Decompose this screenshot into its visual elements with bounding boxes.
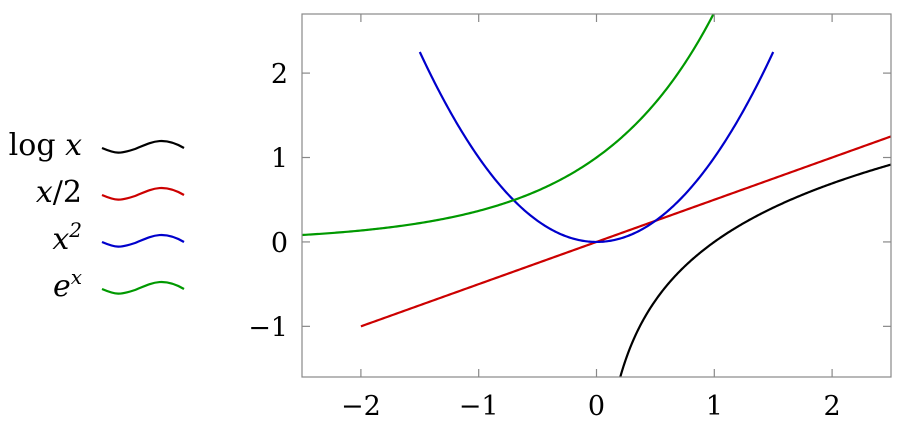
series-line-0 xyxy=(619,163,891,377)
series-line-3 xyxy=(302,14,715,237)
legend-swatch xyxy=(101,186,185,201)
series-line-2 xyxy=(418,51,775,244)
legend-entry: ex xyxy=(53,265,185,304)
x-tick-label: −1 xyxy=(459,391,499,422)
legend-label: log x xyxy=(9,128,82,163)
legend-label: x/2 xyxy=(36,175,82,210)
y-tick-label: 2 xyxy=(271,59,288,90)
x-tick-label: 2 xyxy=(824,391,841,422)
y-tick-label: 0 xyxy=(271,228,288,259)
legend-entry: x/2 xyxy=(36,175,185,210)
legend: log x x/2 x2 ex xyxy=(9,128,185,304)
y-tick-label: −1 xyxy=(248,312,288,343)
legend-swatch xyxy=(101,139,185,154)
x-tick-label: 1 xyxy=(706,391,723,422)
series-layer xyxy=(302,14,891,377)
legend-entry: log x xyxy=(9,128,185,163)
legend-label: x2 xyxy=(52,218,82,257)
series-line-1 xyxy=(360,135,891,328)
legend-label: ex xyxy=(53,265,82,304)
legend-entry: x2 xyxy=(52,218,185,257)
legend-swatch xyxy=(101,233,185,248)
legend-swatch xyxy=(101,280,185,295)
y-tick-label: 1 xyxy=(271,144,288,175)
x-tick-label: 0 xyxy=(588,391,605,422)
x-tick-label: −2 xyxy=(341,391,381,422)
tick-layer: −2 −1 0 1 2 −1 0 1 2 xyxy=(248,14,891,422)
